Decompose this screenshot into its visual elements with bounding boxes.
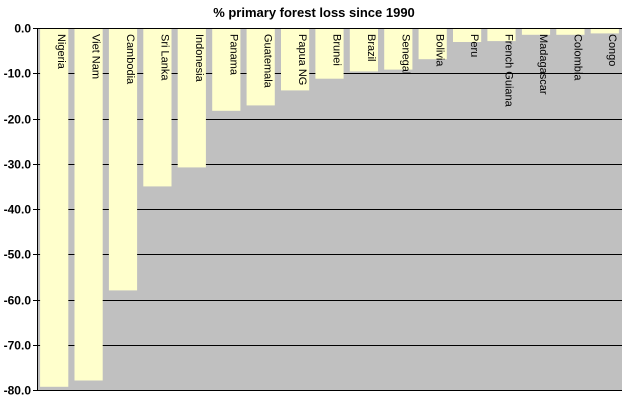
- bar-guatemala: [246, 28, 275, 106]
- bar-congo: [590, 28, 619, 34]
- bar-panama: [212, 28, 241, 111]
- y-tick-label: 0.0: [14, 22, 31, 36]
- bars: [40, 28, 619, 387]
- y-tick-label: -80.0: [4, 384, 32, 398]
- bar-nigeria: [40, 28, 69, 387]
- y-tick-label: -30.0: [4, 158, 32, 172]
- y-tick-label: -20.0: [4, 113, 32, 127]
- bar-sri-lanka: [143, 28, 172, 187]
- y-tick-label: -70.0: [4, 339, 32, 353]
- bar-indonesia: [177, 28, 206, 168]
- category-labels: Nigeria Viet Nam Cambodia Sri Lanka Indonesi…: [55, 34, 618, 108]
- category-label: Panama: [227, 34, 239, 76]
- bar-brunei: [315, 28, 344, 79]
- category-label: Madagascar: [537, 34, 549, 95]
- bar-cambodia: [108, 28, 138, 291]
- y-tick-label: -60.0: [4, 294, 32, 308]
- y-axis: 0.0 -10.0 -20.0 -30.0 -40.0 -50.0 -60.0 -70.0 -8…: [4, 22, 622, 398]
- bar-bolivia: [418, 28, 447, 60]
- chart-title: % primary forest loss since 1990: [213, 5, 415, 20]
- bar-french-guiana: [487, 28, 516, 42]
- category-label: Brazil: [365, 34, 377, 62]
- category-label: Cambodia: [124, 34, 136, 85]
- bar-peru: [453, 28, 482, 42]
- category-label: Guatemala: [262, 34, 274, 89]
- category-label: Sri Lanka: [158, 34, 170, 81]
- bar-brazil: [349, 28, 378, 72]
- category-label: Colombia: [571, 34, 583, 81]
- y-tick-label: -50.0: [4, 248, 32, 262]
- category-label: Nigeria: [55, 34, 67, 70]
- bar-viet-nam: [74, 28, 103, 381]
- bar-madagascar: [521, 28, 551, 35]
- category-label: Bolivia: [434, 34, 446, 67]
- category-label: Senegal: [399, 34, 411, 74]
- y-tick-label: -10.0: [4, 67, 32, 81]
- category-label: Congo: [606, 34, 618, 66]
- bar-senegal: [384, 28, 413, 70]
- category-label: Viet Nam: [90, 34, 102, 79]
- category-label: Brunei: [331, 34, 343, 66]
- category-label: Papua NG: [296, 34, 308, 85]
- bar-colombia: [556, 28, 585, 35]
- category-label: Peru: [468, 34, 480, 57]
- category-label: French Guiana: [503, 34, 515, 108]
- category-label: Indonesia: [193, 34, 205, 83]
- y-tick-label: -40.0: [4, 203, 32, 217]
- bar-papua-ng: [281, 28, 310, 91]
